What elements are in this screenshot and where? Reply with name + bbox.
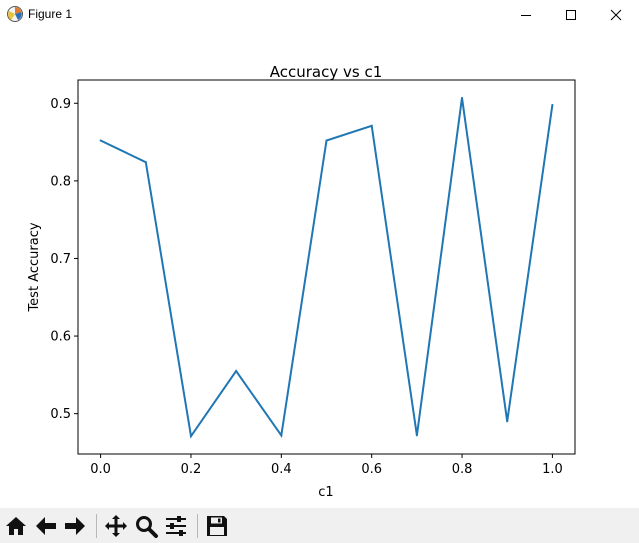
x-tick-label: 0.2	[181, 462, 202, 477]
plot-frame	[77, 79, 576, 455]
matplotlib-figure-icon	[7, 6, 23, 22]
magnifier-icon	[136, 516, 158, 538]
arrow-right-icon	[65, 517, 85, 535]
data-point	[461, 96, 464, 99]
y-tick-label: 0.8	[50, 174, 71, 189]
data-point	[415, 434, 418, 437]
line-chart: Accuracy vs c1 0.5 0.6 0.7 0.8 0.9 0.0 0.2 0.4…	[27, 63, 576, 500]
close-icon	[610, 9, 622, 21]
data-point	[551, 103, 554, 106]
data-point	[370, 124, 373, 127]
x-tick-label: 0.8	[452, 462, 473, 477]
navigation-toolbar	[0, 508, 639, 543]
data-point	[144, 161, 147, 164]
sliders-icon	[166, 516, 186, 536]
forward-button[interactable]	[61, 512, 89, 540]
x-tick-label: 0.0	[90, 462, 111, 477]
x-tick-label: 0.4	[271, 462, 292, 477]
data-point	[235, 369, 238, 372]
floppy-disk-icon	[207, 516, 227, 536]
minimize-button[interactable]	[503, 0, 549, 30]
home-button[interactable]	[2, 512, 30, 540]
x-tick-label: 0.6	[361, 462, 382, 477]
maximize-icon	[566, 10, 576, 20]
y-axis-label: Test Accuracy	[27, 222, 42, 312]
pan-button[interactable]	[102, 512, 130, 540]
y-tick-label: 0.7	[50, 252, 71, 267]
chart-title: Accuracy vs c1	[270, 63, 383, 81]
back-button[interactable]	[32, 512, 60, 540]
zoom-button[interactable]	[132, 512, 160, 540]
close-button[interactable]	[593, 0, 639, 30]
y-axis-ticks: 0.5 0.6 0.7 0.8 0.9	[50, 97, 78, 422]
window-title: Figure 1	[28, 7, 73, 21]
data-point	[99, 139, 102, 142]
maximize-button[interactable]	[548, 0, 594, 30]
series-line	[100, 97, 554, 439]
minimize-icon	[521, 15, 531, 16]
y-tick-label: 0.6	[50, 330, 71, 345]
series-points	[99, 96, 554, 438]
figure-canvas[interactable]: Accuracy vs c1 0.5 0.6 0.7 0.8 0.9 0.0 0.2 0.4…	[0, 30, 639, 508]
title-bar: Figure 1	[0, 0, 639, 30]
move-icon	[105, 515, 127, 537]
toolbar-separator	[96, 514, 97, 538]
data-point	[280, 434, 283, 437]
toolbar-separator	[197, 514, 198, 538]
data-point	[325, 139, 328, 142]
data-point	[189, 435, 192, 438]
configure-subplots-button[interactable]	[162, 512, 190, 540]
y-tick-label: 0.5	[50, 407, 71, 422]
x-tick-label: 1.0	[542, 462, 563, 477]
x-axis-label: c1	[318, 485, 333, 500]
data-point	[506, 420, 509, 423]
y-tick-label: 0.9	[50, 97, 71, 112]
save-button[interactable]	[203, 512, 231, 540]
arrow-left-icon	[36, 517, 56, 535]
home-icon	[6, 517, 26, 535]
x-axis-ticks: 0.0 0.2 0.4 0.6 0.8 1.0	[90, 454, 563, 477]
